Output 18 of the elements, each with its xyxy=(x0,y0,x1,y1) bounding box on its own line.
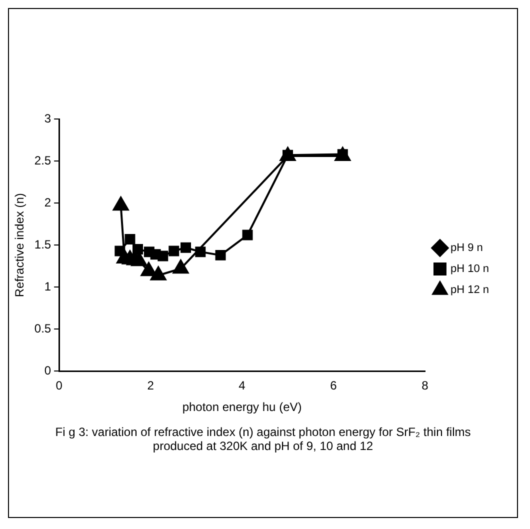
y-tick-label: 0.5 xyxy=(34,321,52,336)
y-tick-label: 3 xyxy=(44,111,52,126)
x-tick-label: 6 xyxy=(330,378,338,393)
x-tick-label: 8 xyxy=(422,378,429,393)
y-axis-title: Refractive index (n) xyxy=(12,193,27,298)
y-tick-label: 1 xyxy=(44,279,52,294)
legend-label: pH 9 n xyxy=(450,242,483,254)
y-tick-label: 1.5 xyxy=(34,237,52,252)
y-tick-label: 2.5 xyxy=(34,153,52,168)
legend-label: pH 12 n xyxy=(450,284,490,296)
y-tick-label: 2 xyxy=(44,195,52,210)
x-axis-title: photon energy hu (eV) xyxy=(182,400,302,414)
x-tick-label: 0 xyxy=(56,378,63,393)
x-tick-label: 2 xyxy=(147,378,154,393)
y-tick-label: 0 xyxy=(44,364,52,378)
legend-label: pH 10 n xyxy=(450,263,490,276)
x-tick-label: 4 xyxy=(238,378,246,393)
text: Fi g 3: variation of refractive index (n) against photon energy for SrF₂ thin films produced at 320K and pH of 9, 10 and 12 xyxy=(54,424,472,453)
